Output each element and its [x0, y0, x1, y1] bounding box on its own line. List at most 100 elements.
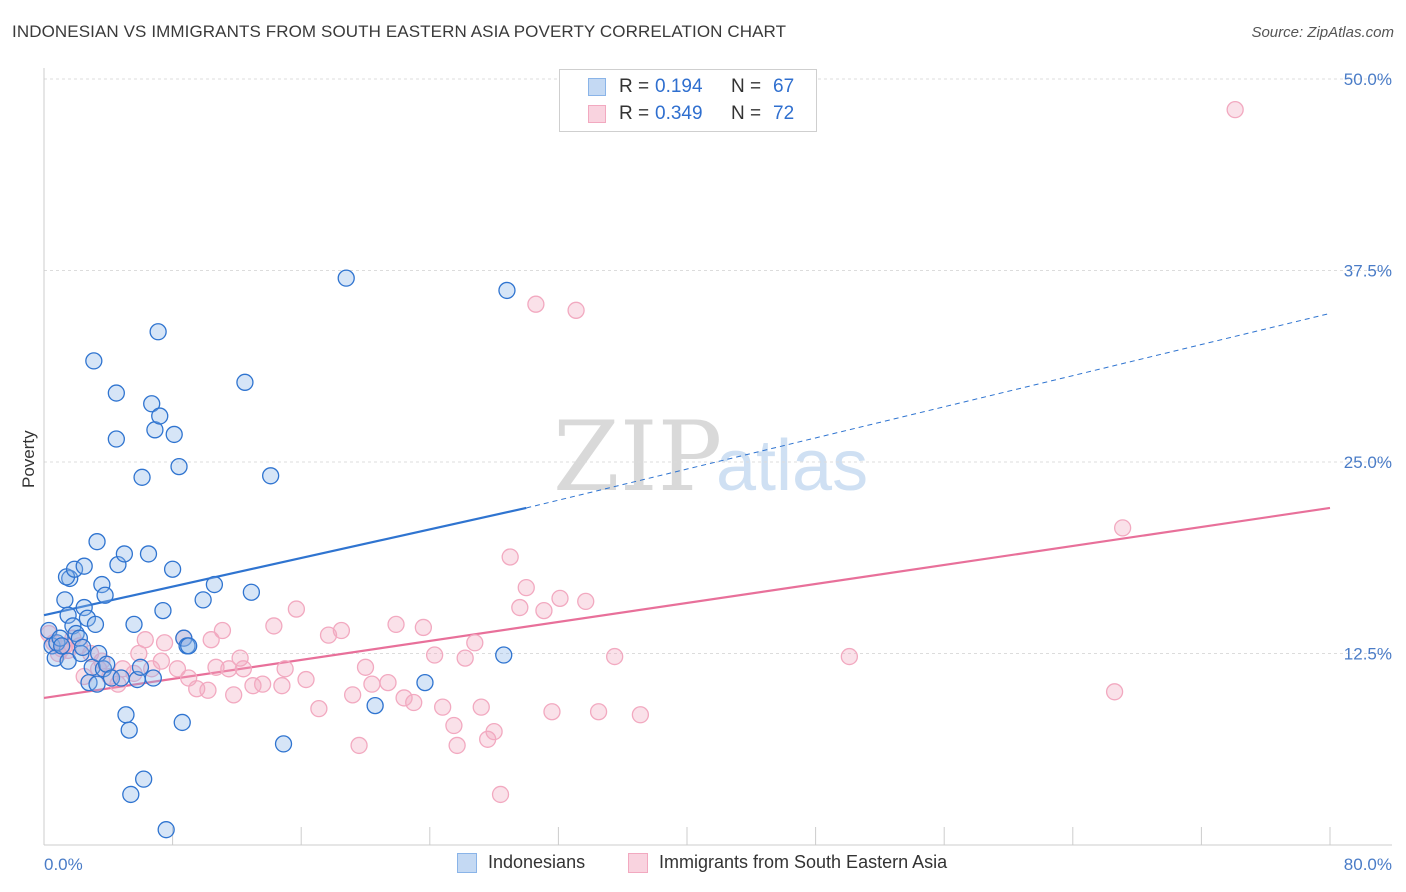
point-immigrants: [287, 600, 306, 618]
point-indonesians: [416, 673, 434, 692]
legend-n-label: N =: [731, 103, 762, 124]
point-indonesians: [59, 652, 77, 670]
point-immigrants: [225, 686, 243, 704]
point-immigrants: [363, 675, 381, 693]
point-immigrants: [448, 736, 466, 755]
series-immigrants-points: [40, 100, 1244, 804]
point-indonesians: [117, 706, 135, 724]
point-indonesians: [102, 669, 121, 687]
point-indonesians: [75, 557, 93, 575]
point-immigrants: [517, 578, 535, 597]
trend-lines: [43, 312, 1331, 700]
point-indonesians: [143, 395, 161, 413]
point-indonesians: [93, 575, 111, 594]
point-indonesians: [205, 575, 224, 594]
point-immigrants: [551, 589, 569, 607]
point-immigrants: [1226, 100, 1244, 119]
point-immigrants: [310, 700, 328, 718]
point-indonesians: [274, 735, 293, 753]
point-indonesians: [65, 560, 84, 578]
legend-r-label: R =: [619, 103, 650, 124]
point-indonesians: [120, 721, 138, 739]
legend-r-value: 0.194: [655, 76, 703, 97]
point-indonesians: [337, 269, 355, 287]
point-immigrants: [207, 658, 225, 676]
point-immigrants: [387, 615, 405, 634]
point-indonesians: [262, 467, 280, 485]
point-immigrants: [535, 601, 553, 620]
point-indonesians: [112, 669, 130, 687]
point-indonesians: [133, 468, 151, 486]
point-immigrants: [445, 716, 463, 735]
bottom-legend-swatch-blue: [457, 852, 477, 873]
point-indonesians: [86, 615, 105, 634]
series-indonesians-points: [40, 269, 516, 839]
point-indonesians: [135, 770, 153, 788]
point-immigrants: [1105, 683, 1124, 701]
point-indonesians: [122, 785, 140, 804]
point-indonesians: [125, 615, 143, 634]
point-indonesians: [96, 586, 114, 604]
point-indonesians: [194, 591, 212, 609]
point-indonesians: [53, 637, 71, 655]
point-immigrants: [466, 634, 484, 652]
legend: R = 0.194 N = 67 R = 0.349 N = 72: [559, 69, 817, 132]
tick-labels: 12.5% 25.0% 37.5% 50.0% 0.0% 80.0%: [44, 70, 1392, 874]
point-indonesians: [73, 638, 92, 657]
bottom-legend-immigrants: Immigrants from South Eastern Asia: [628, 852, 947, 873]
point-immigrants: [485, 722, 503, 741]
point-immigrants: [456, 649, 474, 667]
point-immigrants: [395, 689, 413, 707]
point-immigrants: [414, 618, 433, 637]
point-immigrants: [297, 670, 315, 689]
y-tick-label: 25.0%: [1344, 453, 1392, 472]
gridlines: [44, 78, 1392, 654]
point-indonesians: [131, 658, 150, 676]
legend-n-value: 72: [773, 103, 795, 124]
point-indonesians: [163, 560, 182, 578]
point-indonesians: [242, 583, 261, 601]
point-immigrants: [840, 647, 859, 666]
point-indonesians: [366, 696, 384, 715]
chart-title: INDONESIAN VS IMMIGRANTS FROM SOUTH EAST…: [12, 22, 787, 41]
legend-row-indonesians: R = 0.194 N = 67: [588, 74, 794, 100]
watermark-zip: ZIP: [553, 401, 722, 513]
point-indonesians: [154, 601, 172, 620]
point-indonesians: [157, 821, 175, 839]
point-indonesians: [88, 533, 106, 551]
legend-n-label: N =: [731, 76, 762, 97]
trend-line-indonesians: [43, 506, 527, 617]
point-indonesians: [115, 545, 134, 563]
point-immigrants: [319, 626, 338, 644]
point-immigrants: [543, 703, 561, 721]
point-indonesians: [107, 384, 125, 402]
y-tick-label: 50.0%: [1344, 70, 1392, 89]
point-indonesians: [144, 669, 162, 687]
point-immigrants: [1113, 519, 1132, 537]
point-immigrants: [155, 634, 174, 652]
point-immigrants: [130, 644, 148, 663]
point-immigrants: [527, 295, 545, 313]
point-indonesians: [59, 606, 77, 624]
point-immigrants: [265, 617, 283, 635]
point-immigrants: [567, 301, 585, 319]
x-tick-label: 80.0%: [1344, 855, 1392, 874]
axes: [43, 68, 1392, 846]
point-indonesians: [149, 323, 167, 341]
legend-row-immigrants: R = 0.349 N = 72: [588, 101, 794, 127]
watermark: ZIP atlas: [553, 401, 868, 513]
point-immigrants: [472, 698, 490, 716]
point-indonesians: [236, 373, 254, 391]
point-immigrants: [425, 646, 444, 664]
point-immigrants: [276, 660, 294, 678]
point-immigrants: [350, 736, 368, 755]
point-immigrants: [511, 598, 529, 617]
point-indonesians: [180, 637, 198, 655]
point-indonesians: [72, 644, 90, 663]
point-indonesians: [151, 407, 169, 425]
point-immigrants: [405, 693, 423, 712]
y-axis-label: Poverty: [19, 430, 38, 488]
point-immigrants: [577, 592, 595, 611]
point-indonesians: [109, 555, 127, 574]
